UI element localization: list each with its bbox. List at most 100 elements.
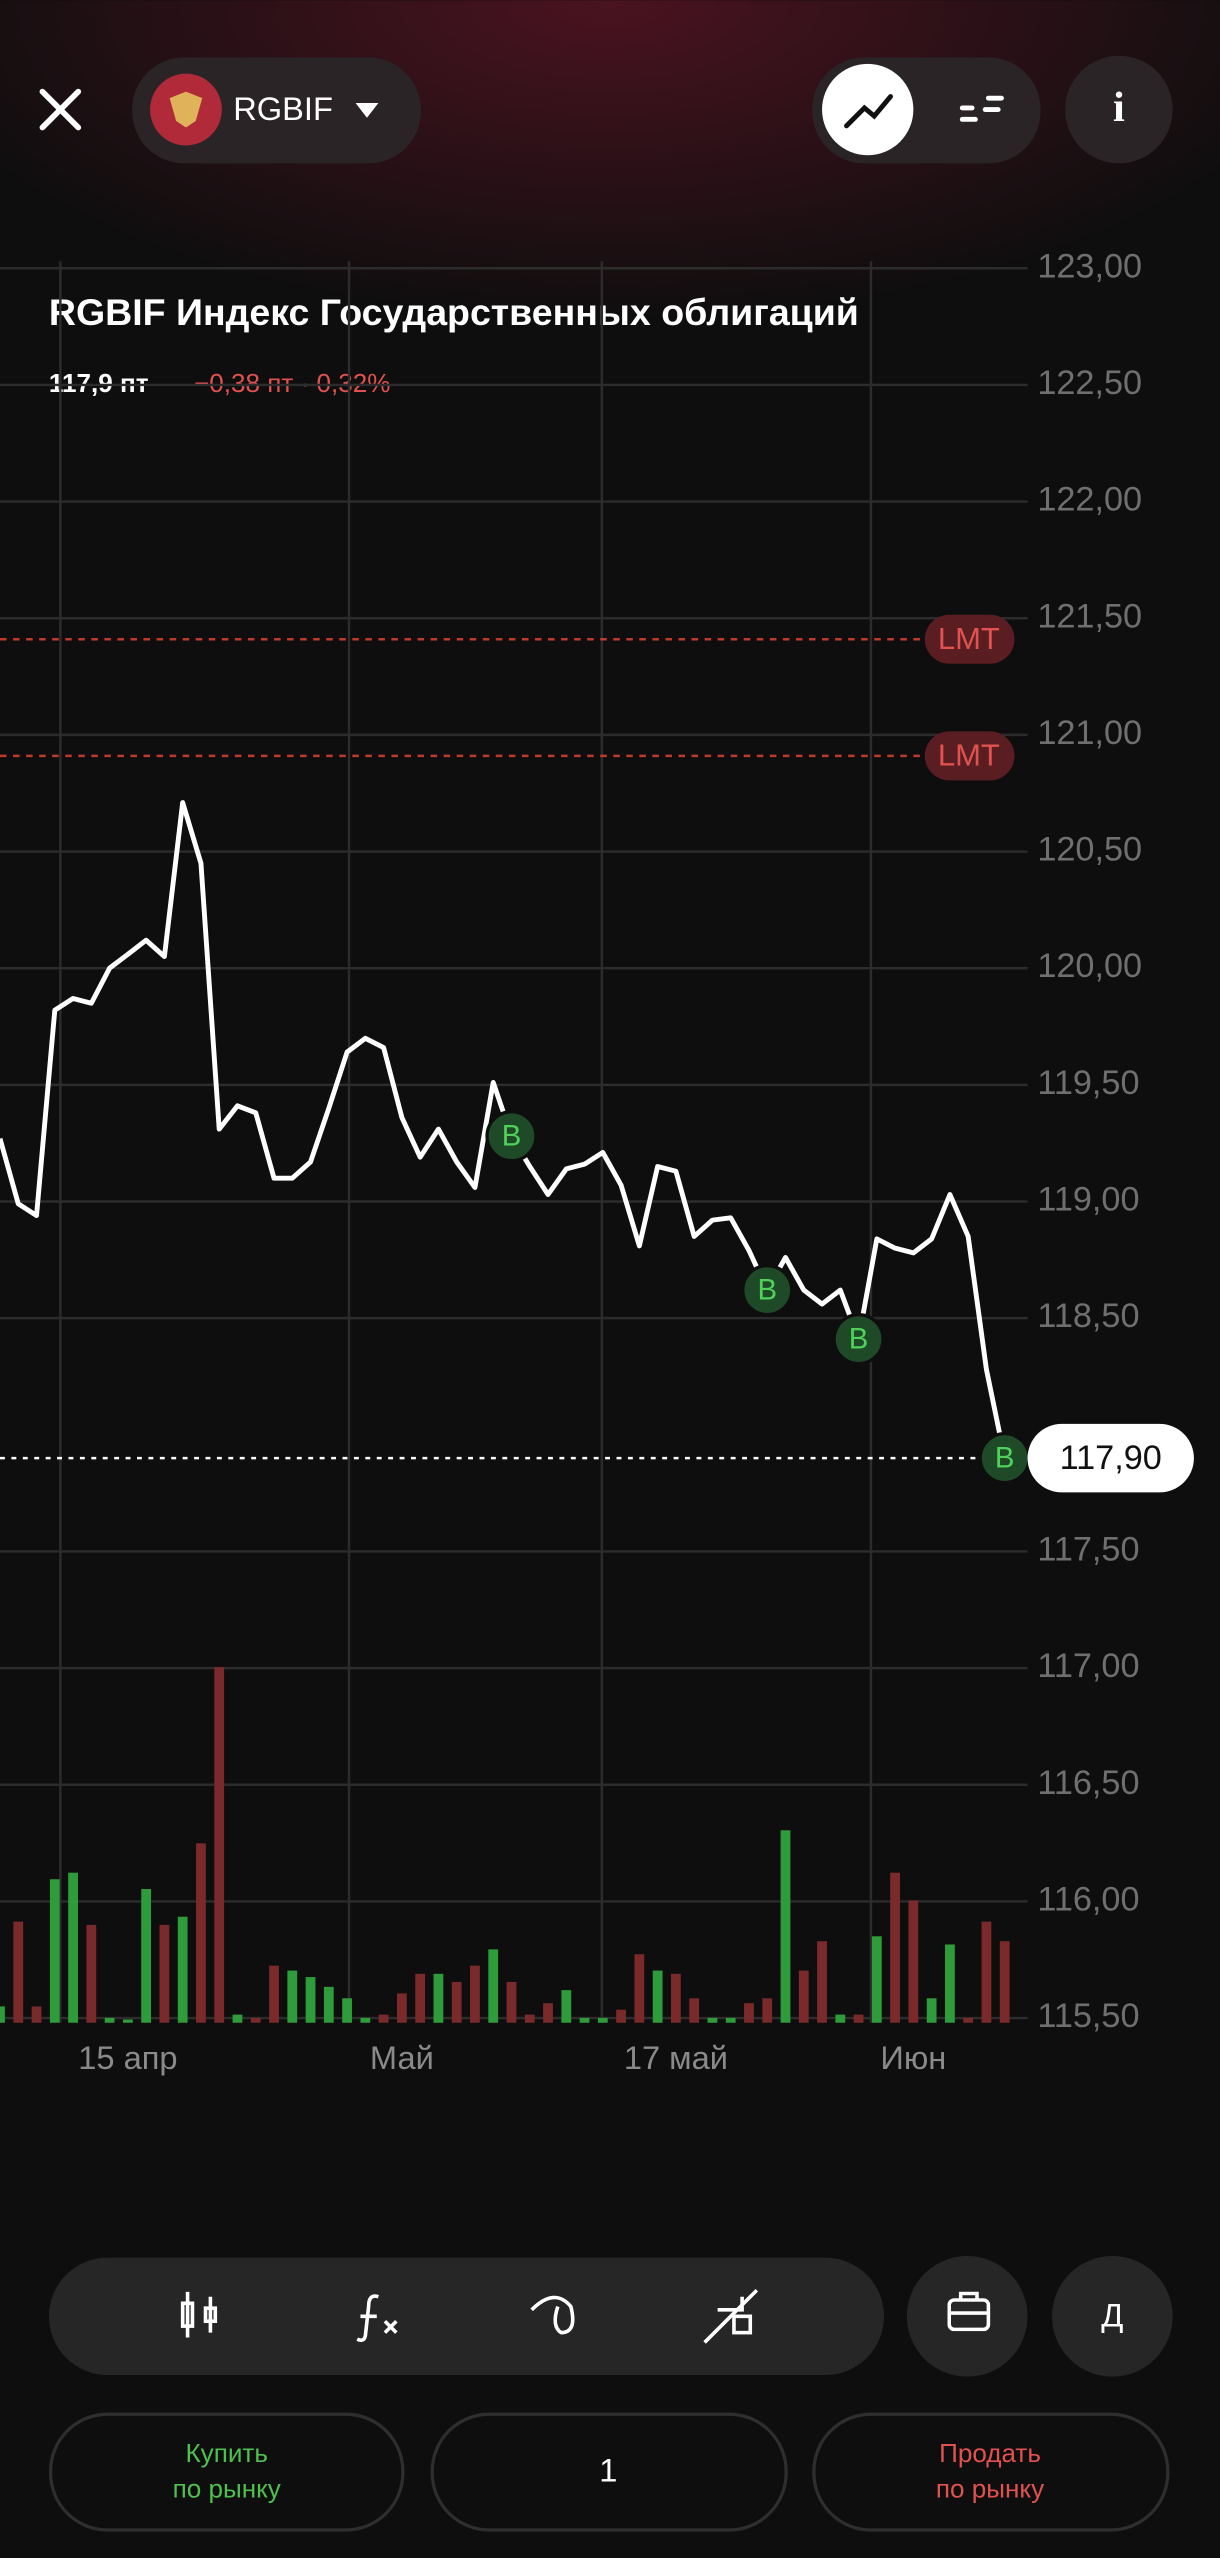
volume-bar <box>634 1954 645 2023</box>
volume-bar <box>451 1981 462 2023</box>
quantity-field[interactable] <box>430 2412 788 2532</box>
volume-bar <box>707 2017 718 2023</box>
volume-bar <box>689 1998 700 2023</box>
volume-bar <box>305 1977 316 2023</box>
close-button[interactable] <box>39 88 82 131</box>
volume-bar <box>616 2009 626 2023</box>
trade-marker <box>832 1313 885 1366</box>
candle-mode[interactable] <box>959 95 1004 122</box>
y-tick-label: 120,50 <box>1037 831 1142 869</box>
sell-label: по рынку <box>936 2474 1044 2504</box>
volume-bar <box>196 1843 206 2023</box>
volume-bar <box>378 2014 389 2023</box>
trade-label: B <box>995 1442 1015 1475</box>
hide-orders-button[interactable] <box>703 2288 759 2344</box>
period-button[interactable] <box>1052 2255 1173 2377</box>
toolbar <box>48 2257 885 2376</box>
volume-bar <box>543 2003 553 2023</box>
volume-bar <box>396 1993 407 2023</box>
volume-bar <box>433 1973 444 2023</box>
line-icon <box>844 94 893 129</box>
volume-bar <box>177 1916 188 2023</box>
sell-button[interactable] <box>812 2412 1170 2532</box>
volume-bar <box>890 1872 900 2023</box>
volume-bar <box>652 1970 663 2023</box>
price-line <box>0 800 1008 1459</box>
y-tick-label: 115,50 <box>1037 1997 1139 2035</box>
volume-bar <box>13 1921 24 2023</box>
ticker: RGBIF <box>233 90 333 127</box>
volume-bar <box>342 1998 352 2023</box>
x-tick-label: 17 май <box>624 2039 728 2076</box>
y-tick-label: 116,00 <box>1037 1880 1139 1918</box>
volume-bar <box>798 1970 809 2023</box>
volume-bar <box>49 1879 60 2023</box>
trade-label: B <box>757 1274 777 1307</box>
volume-bar <box>671 1973 681 2023</box>
volume-bar <box>835 2014 846 2023</box>
drawing-button[interactable] <box>530 2295 575 2335</box>
volume-bar <box>323 1986 334 2023</box>
last-price-label: 117,90 <box>1060 1439 1162 1477</box>
trade-marker <box>485 1110 538 1163</box>
portfolio-bg <box>906 2255 1028 2377</box>
y-tick-label: 117,50 <box>1037 1531 1139 1569</box>
buy-button[interactable] <box>48 2412 405 2532</box>
volume-bar <box>415 1973 426 2023</box>
plot: LMT LMT B B B B 117,90 <box>0 614 1194 2023</box>
dropdown-arrow <box>355 103 379 118</box>
volume-bar <box>725 2017 736 2023</box>
vertical-grid <box>59 261 873 2023</box>
volume-bar <box>579 2017 590 2023</box>
volume-bar <box>122 2019 133 2023</box>
volume-bar <box>780 1830 791 2023</box>
x-tick-label: Июн <box>880 2039 946 2076</box>
volume-bar <box>963 2017 974 2023</box>
limit-label: LMT <box>938 738 1000 773</box>
y-tick-label: 119,50 <box>1037 1064 1139 1102</box>
info-button[interactable] <box>1065 55 1173 164</box>
volume-bar <box>926 1998 937 2023</box>
price-change: −0,38 пт · 0,32% <box>194 368 390 398</box>
y-tick-label: 120,00 <box>1037 947 1142 985</box>
volume-bar <box>817 1941 827 2023</box>
y-tick-label: 122,00 <box>1037 481 1142 519</box>
indicators-button[interactable] <box>356 2294 398 2343</box>
volume-bar <box>999 1941 1010 2023</box>
buy-label: Купить <box>185 2438 267 2468</box>
volume-bar <box>488 1949 499 2023</box>
y-tick-label: 121,50 <box>1037 597 1142 635</box>
trade-label: B <box>502 1120 522 1153</box>
y-tick-label: 123,00 <box>1037 247 1142 285</box>
emblem <box>169 91 203 128</box>
grid: 123,00 122,50 122,00 121,50 121,00 120,50 120,… <box>0 247 1142 2076</box>
volume-bar <box>744 2003 754 2023</box>
y-tick-label: 116,50 <box>1037 1764 1139 1802</box>
y-tick-label: 119,00 <box>1037 1181 1139 1219</box>
volume-bar <box>250 2017 261 2023</box>
volume-bar <box>853 2014 864 2023</box>
volume-bar <box>360 2017 371 2023</box>
volume-bar <box>524 2014 535 2023</box>
trade-marker <box>741 1264 794 1317</box>
volume-bar <box>981 1921 992 2023</box>
volume-bar <box>287 1970 298 2023</box>
volume-bar <box>597 2017 608 2023</box>
volume-bar <box>871 1936 882 2023</box>
y-tick-label: 122,50 <box>1037 364 1142 402</box>
chart-title: RGBIF Индекс Государственных облигаций <box>49 291 859 333</box>
price: 117,9 пт <box>49 368 149 398</box>
volume-bar <box>68 1872 78 2023</box>
volume-bar <box>269 1965 279 2023</box>
volume-bar <box>232 2014 243 2023</box>
candles-button[interactable] <box>180 2291 218 2338</box>
y-tick-label: 121,00 <box>1037 714 1142 752</box>
volume-bar <box>908 1900 919 2023</box>
period: Д <box>1101 2297 1123 2334</box>
trade-label: B <box>849 1323 869 1356</box>
volume-bar <box>86 1924 97 2023</box>
volume-bar <box>159 1924 170 2023</box>
volume-bar <box>141 1889 152 2023</box>
x-tick-label: Май <box>370 2039 434 2076</box>
